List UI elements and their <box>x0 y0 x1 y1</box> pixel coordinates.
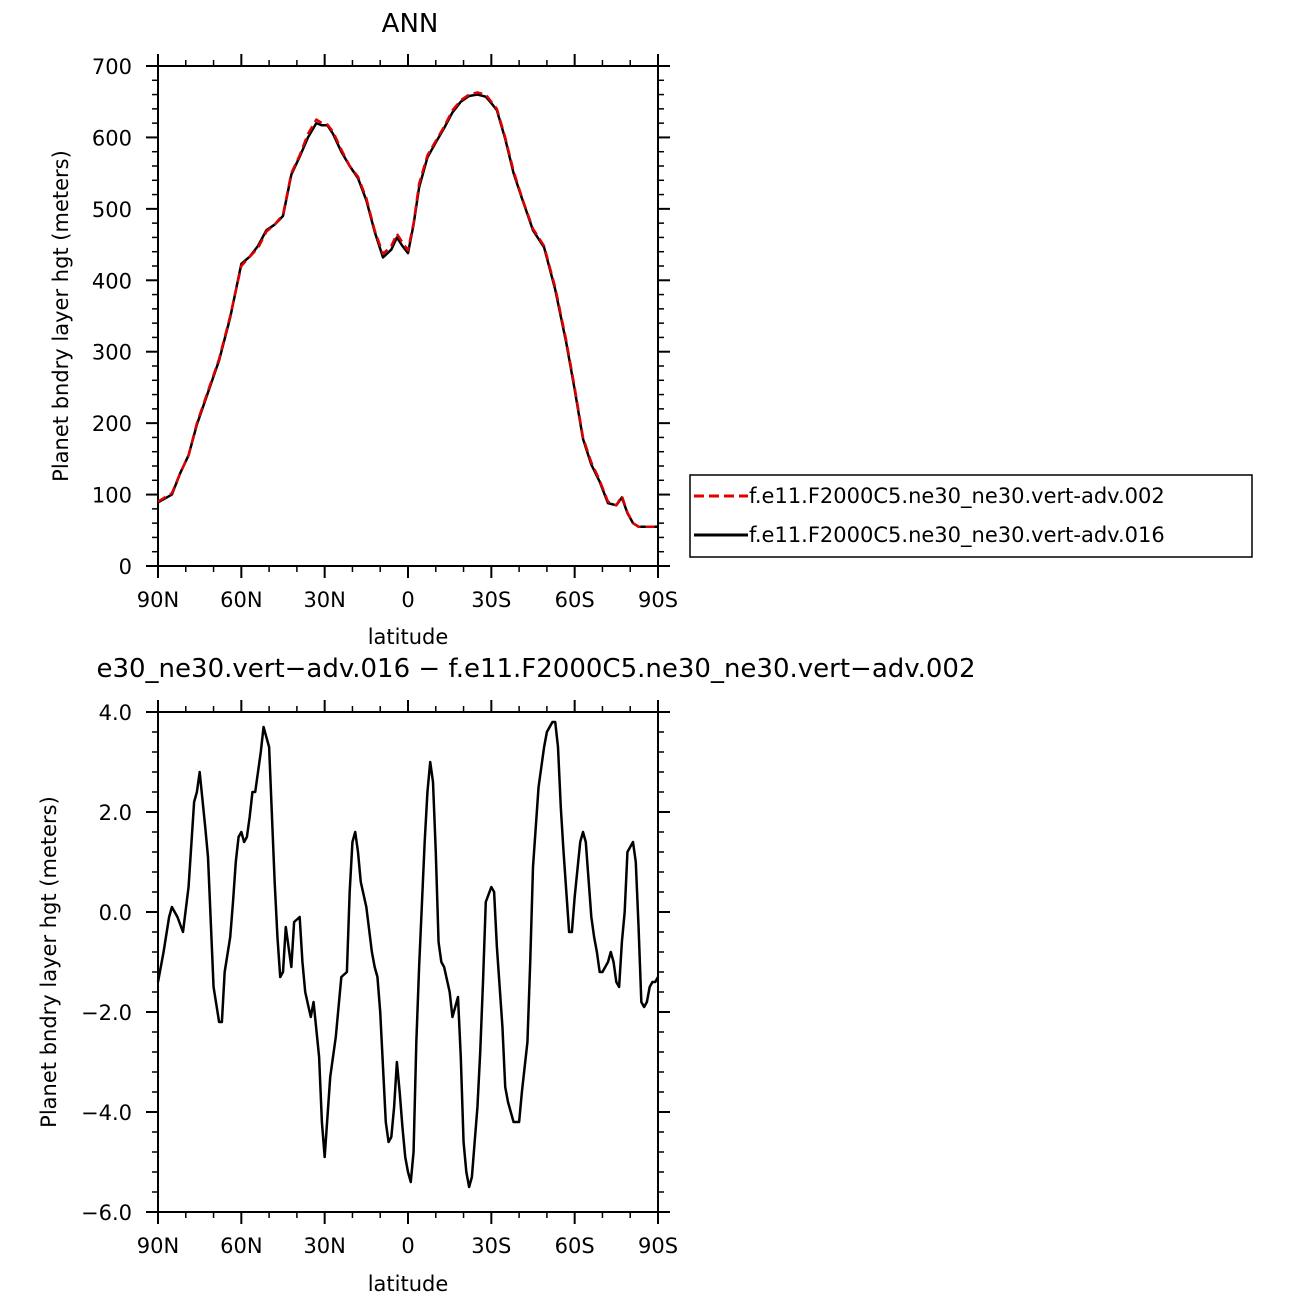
bottom-panel: e30_ne30.vert−adv.016 − f.e11.F2000C5.ne… <box>37 654 976 1296</box>
top-xtick-label: 90N <box>137 588 179 612</box>
top-xtick-label: 90S <box>638 588 678 612</box>
bottom-title: e30_ne30.vert−adv.016 − f.e11.F2000C5.ne… <box>96 654 975 684</box>
bottom-ticks: 90N 60N 30N 0 30S 60S 90S −6.0 −4.0 −2.0 0.0 2.0 4.0 <box>81 700 678 1258</box>
top-ytick-label: 300 <box>92 341 132 365</box>
top-xtick-label: 30S <box>471 588 511 612</box>
bottom-series <box>156 720 660 1189</box>
bottom-ytick-label: 4.0 <box>99 701 132 725</box>
bottom-ylabel: Planet bndry layer hgt (meters) <box>37 796 61 1128</box>
top-ytick-label: 700 <box>92 55 132 79</box>
top-ytick-label: 500 <box>92 198 132 222</box>
top-ytick-label: 600 <box>92 126 132 150</box>
top-ylabel: Planet bndry layer hgt (meters) <box>49 150 73 482</box>
bottom-xtick-label: 0 <box>401 1234 414 1258</box>
top-ytick-label: 200 <box>92 412 132 436</box>
top-xtick-label: 60S <box>555 588 595 612</box>
bottom-xtick-label: 30N <box>303 1234 345 1258</box>
top-plot-frame <box>157 65 659 567</box>
top-xtick-label: 30N <box>303 588 345 612</box>
bottom-xtick-label: 30S <box>471 1234 511 1258</box>
top-ytick-label: 100 <box>92 484 132 508</box>
bottom-ytick-label: −4.0 <box>81 1101 132 1125</box>
top-series-line-1 <box>157 93 658 528</box>
bottom-ytick-label: −2.0 <box>81 1001 132 1025</box>
top-ytick-label: 400 <box>92 269 132 293</box>
bottom-xtick-label: 90S <box>638 1234 678 1258</box>
top-panel: ANN 90N 60N 30N 0 30S 60S 90S 0 100 200 300 400 500 6… <box>49 9 1253 649</box>
bottom-plot-frame <box>157 711 659 1213</box>
bottom-xtick-label: 90N <box>137 1234 179 1258</box>
bottom-xtick-label: 60S <box>555 1234 595 1258</box>
top-series <box>157 91 658 528</box>
top-ticks: 90N 60N 30N 0 30S 60S 90S 0 100 200 300 400 500 600 70… <box>92 54 678 612</box>
top-title: ANN <box>382 9 439 39</box>
top-xlabel: latitude <box>368 625 449 649</box>
bottom-ytick-label: 2.0 <box>99 801 132 825</box>
bottom-xtick-label: 60N <box>220 1234 262 1258</box>
legend-box <box>689 474 1253 558</box>
bottom-xlabel: latitude <box>368 1272 449 1296</box>
top-xtick-label: 0 <box>401 588 414 612</box>
bottom-ytick-label: 0.0 <box>99 901 132 925</box>
legend: f.e11.F2000C5.ne30_ne30.vert-adv.002 f.e… <box>689 474 1253 558</box>
top-series-line-0 <box>157 91 658 528</box>
bottom-series-line-0 <box>156 720 660 1189</box>
legend-label-2: f.e11.F2000C5.ne30_ne30.vert-adv.016 <box>749 523 1165 548</box>
top-ytick-label: 0 <box>119 555 132 579</box>
legend-label-1: f.e11.F2000C5.ne30_ne30.vert-adv.002 <box>749 484 1165 509</box>
bottom-ytick-label: −6.0 <box>81 1201 132 1225</box>
top-xtick-label: 60N <box>220 588 262 612</box>
